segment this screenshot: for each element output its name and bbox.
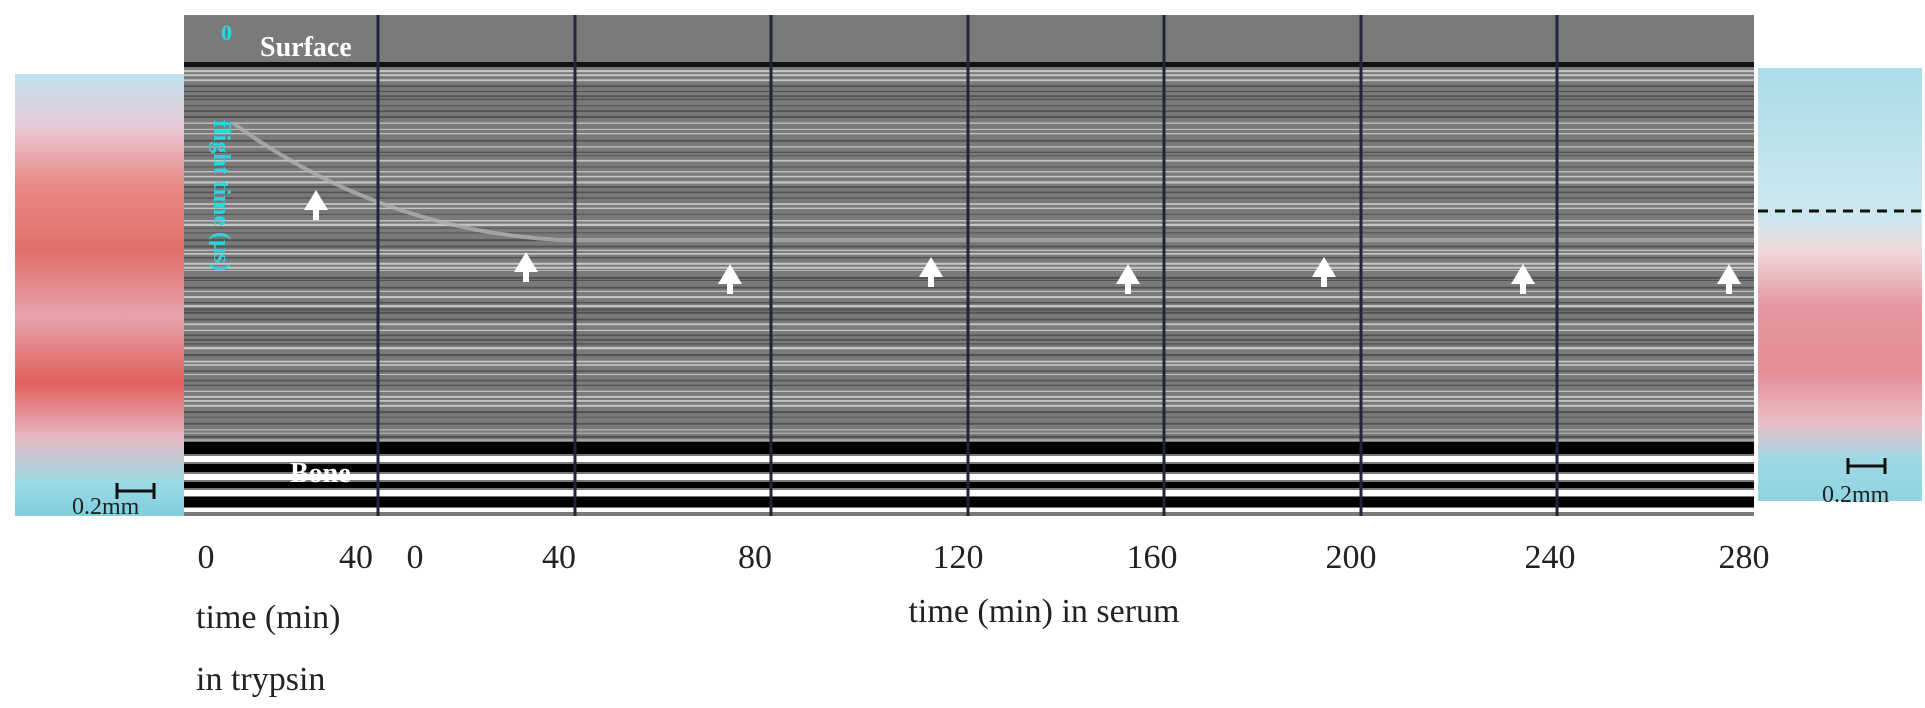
axis-label: flight time (µs) xyxy=(208,120,234,271)
arrow xyxy=(919,257,943,287)
axis-tick: 0 xyxy=(221,20,232,45)
arrows xyxy=(304,190,1741,294)
bone-label: Bone xyxy=(290,458,351,489)
surface-label: Surface xyxy=(260,32,352,63)
axis-title: time (min) in serum xyxy=(908,593,1179,630)
tick-label: 240 xyxy=(1525,539,1576,576)
arrow xyxy=(1116,264,1140,294)
front-curve xyxy=(231,121,1754,242)
arrow xyxy=(1511,264,1535,294)
right-histology xyxy=(1758,68,1922,501)
axis-title: time (min) xyxy=(196,599,340,636)
tick-label: 0 xyxy=(198,539,215,576)
tick-label: 280 xyxy=(1719,539,1770,576)
tick-label: 200 xyxy=(1326,539,1377,576)
tick-label: 80 xyxy=(738,539,772,576)
left-histology xyxy=(15,74,184,516)
serum-ticks: 0 40 80 120 160 200 240 280 xyxy=(407,539,1770,576)
tick-label: 40 xyxy=(542,539,576,576)
tick-label: 120 xyxy=(933,539,984,576)
arrow xyxy=(514,252,538,282)
arrow xyxy=(1717,264,1741,294)
arrow xyxy=(1312,257,1336,287)
tick-label: 40 xyxy=(339,539,373,576)
scale-label: 0.2mm xyxy=(1822,482,1890,508)
tick-label: 0 xyxy=(407,539,424,576)
dividers xyxy=(376,15,1559,516)
arrow xyxy=(718,264,742,294)
arrow xyxy=(304,190,328,220)
tick-label: 160 xyxy=(1127,539,1178,576)
axis-title: in trypsin xyxy=(196,661,325,698)
scale-label: 0.2mm xyxy=(72,494,140,520)
